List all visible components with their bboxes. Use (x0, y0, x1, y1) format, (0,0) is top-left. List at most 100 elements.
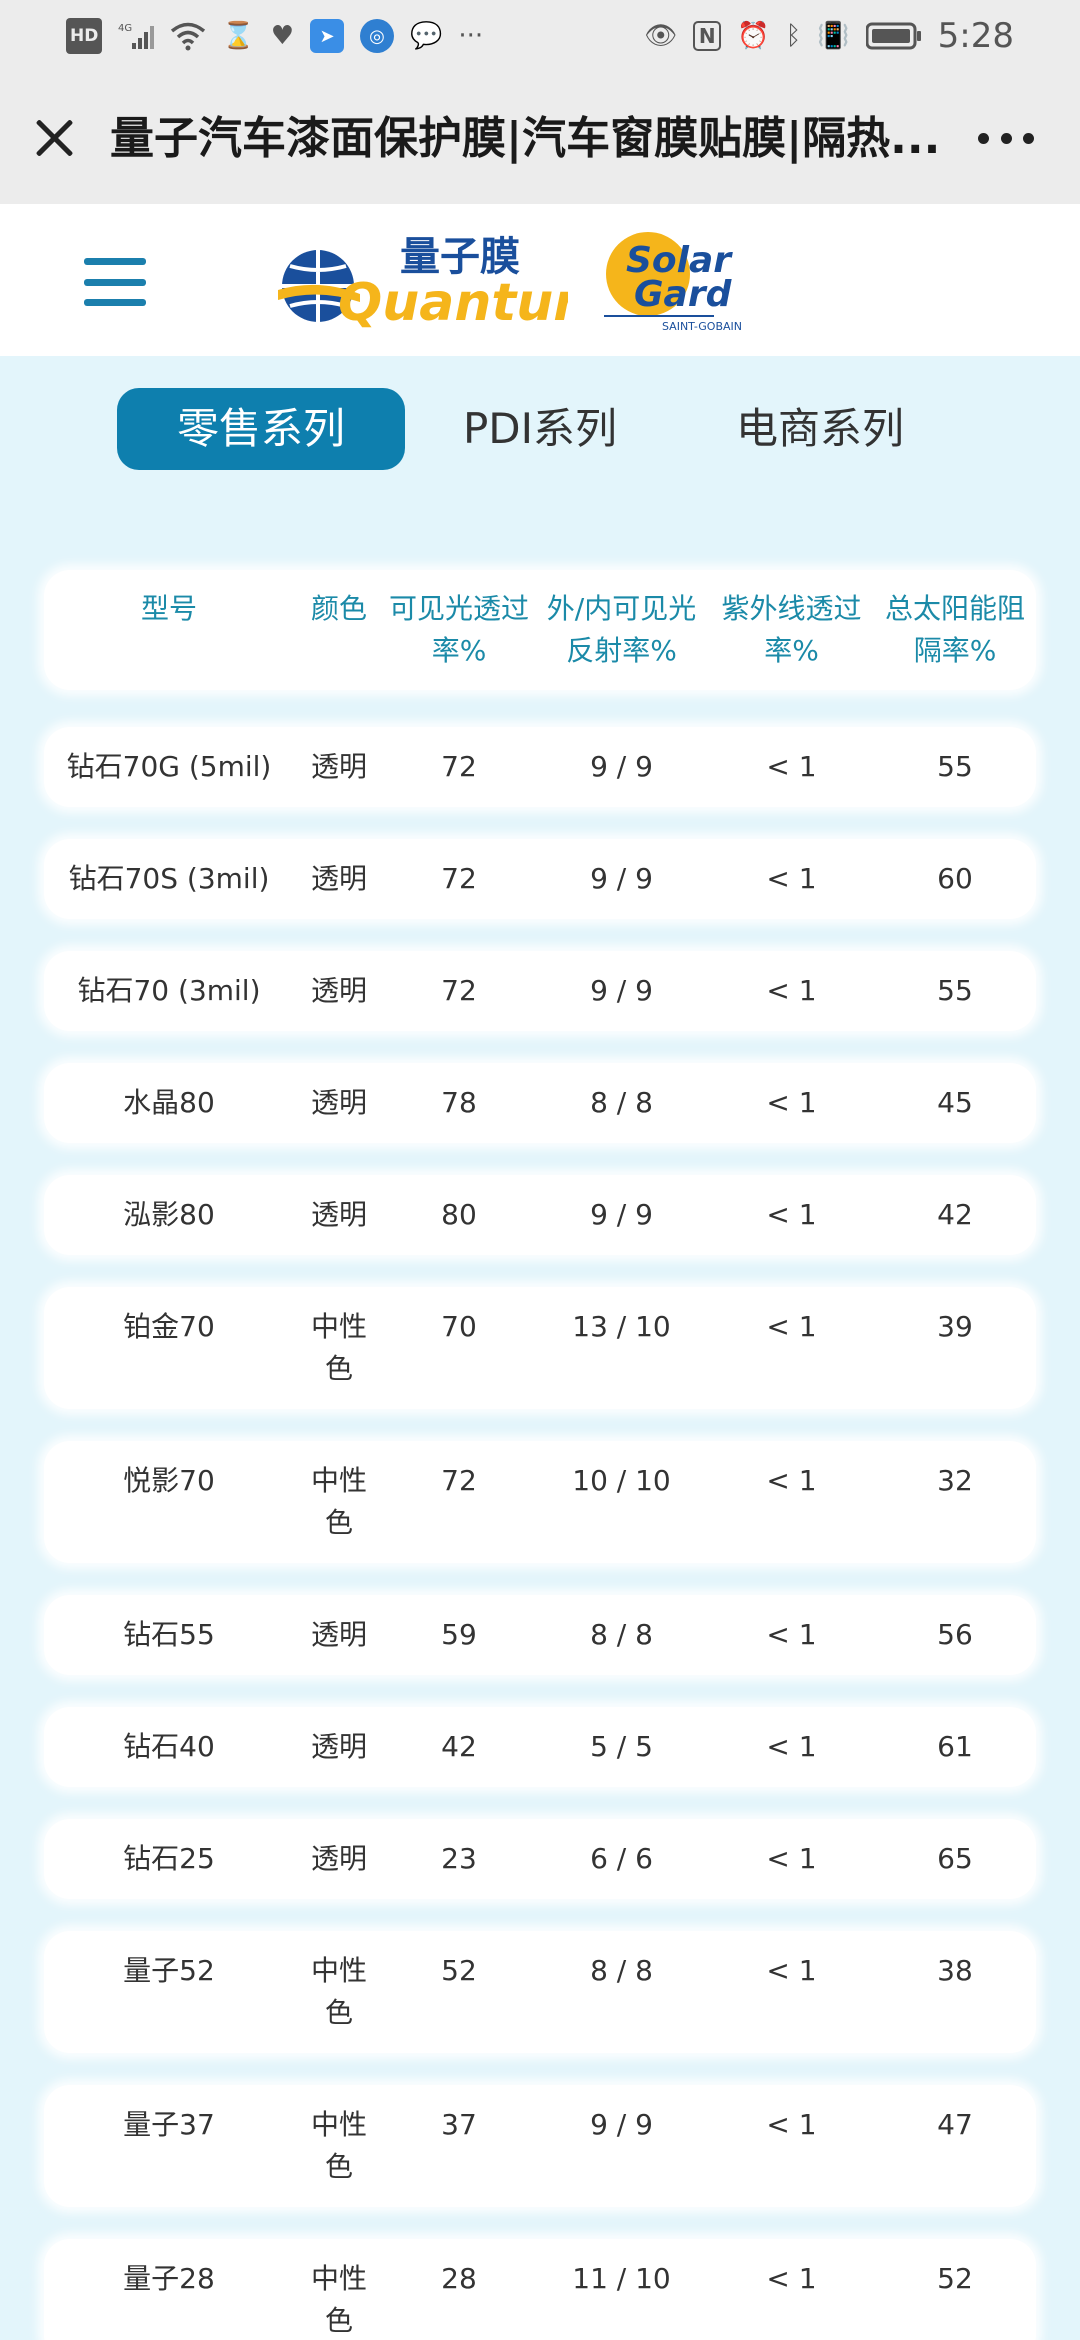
brand-solar-sub: SAINT-GOBAIN (662, 320, 742, 333)
table-row: 量子52 中性色 52 8 / 8 < 1 38 (44, 1931, 1036, 2053)
header-uv-line: 率% (764, 634, 819, 667)
hourglass-icon: ⌛ (222, 21, 255, 51)
header-model: 型号 (44, 588, 294, 630)
header-uv: 紫外线透过 率% (709, 588, 874, 672)
heart-rate-icon: ♥ (270, 21, 295, 51)
more-options-icon[interactable] (978, 126, 1034, 150)
cell-tser: 65 (937, 1842, 973, 1875)
cell-uv: < 1 (766, 1730, 817, 1763)
cell-color: 透明 (294, 1726, 384, 1768)
tab-ecommerce-series[interactable]: 电商系列 (735, 404, 904, 453)
status-bar: HD 4G ⌛ ♥ ➤ ◎ 💬 ··· 👁 N ⏰ (0, 0, 1080, 72)
cell-vlt: 37 (441, 2108, 477, 2141)
cell-reflectance: 10 / 10 (572, 1464, 671, 1497)
cell-reflectance: 9 / 9 (590, 974, 653, 1007)
cell-model: 钻石40 (123, 1730, 215, 1763)
tab-pdi-series[interactable]: PDI系列 (462, 404, 618, 453)
table-row: 钻石40 透明 42 5 / 5 < 1 61 (44, 1707, 1036, 1787)
table-row: 钻石25 透明 23 6 / 6 < 1 65 (44, 1819, 1036, 1899)
cell-reflectance: 8 / 8 (590, 1618, 653, 1651)
message-icon: 💬 (410, 21, 443, 51)
cell-model: 钻石70 (3mil) (77, 974, 261, 1007)
bluetooth-icon: ᛒ (785, 21, 802, 51)
header-reflectance-line: 外/内可见光 (546, 592, 697, 625)
cell-uv: < 1 (766, 974, 817, 1007)
cell-uv: < 1 (766, 1954, 817, 1987)
cell-uv: < 1 (766, 2108, 817, 2141)
table-header-row: 型号 颜色 可见光透过 率% 外/内可见光 反射率% 紫外线透过 率% 总太阳能阻 隔率% (44, 570, 1036, 690)
cell-color-line: 透明 (310, 1842, 367, 1875)
cell-uv: < 1 (766, 1464, 817, 1497)
brand-quantum-cn: 量子膜 (400, 234, 520, 280)
cell-tser: 42 (937, 1198, 973, 1231)
header-reflectance: 外/内可见光 反射率% (534, 588, 709, 672)
cell-model: 量子37 (123, 2108, 215, 2141)
more-notifications-icon: ··· (458, 21, 484, 51)
cell-color-line: 色 (324, 1996, 353, 2029)
cell-tser: 55 (937, 974, 973, 1007)
table-row: 泓影80 透明 80 9 / 9 < 1 42 (44, 1175, 1036, 1255)
cell-color: 透明 (294, 1838, 384, 1880)
cell-color-line: 中性 (310, 2262, 367, 2295)
cell-uv: < 1 (766, 2262, 817, 2295)
cell-color: 中性色 (294, 2258, 384, 2340)
cell-model: 钻石55 (123, 1618, 215, 1651)
wifi-icon (170, 18, 206, 54)
hd-icon: HD (66, 18, 103, 54)
vibrate-icon: 📳 (817, 21, 850, 51)
table-row: 钻石55 透明 59 8 / 8 < 1 56 (44, 1595, 1036, 1675)
cell-color-line: 中性 (310, 1464, 367, 1497)
cell-uv: < 1 (766, 1086, 817, 1119)
site-header: 量子膜 Quantum Solar Gard SAINT-GOBAIN (0, 204, 1080, 356)
cell-reflectance: 9 / 9 (590, 862, 653, 895)
table-row: 钻石70 (3mil) 透明 72 9 / 9 < 1 55 (44, 951, 1036, 1031)
send-app-icon: ➤ (310, 19, 345, 53)
cell-vlt: 80 (441, 1198, 477, 1231)
close-icon[interactable] (30, 112, 80, 162)
cell-tser: 55 (937, 750, 973, 783)
header-vlt: 可见光透过 率% (384, 588, 534, 672)
cell-model: 钻石70G (5mil) (66, 750, 272, 783)
menu-icon[interactable] (84, 258, 146, 306)
cell-tser: 47 (937, 2108, 973, 2141)
cell-color-line: 色 (324, 1506, 353, 1539)
page-title: 量子汽车漆面保护膜|汽车窗膜贴膜|隔热... (110, 113, 941, 164)
cell-vlt: 72 (441, 974, 477, 1007)
cell-uv: < 1 (766, 1842, 817, 1875)
cell-color-line: 透明 (310, 974, 367, 1007)
cell-uv: < 1 (766, 1310, 817, 1343)
quantum-logo: 量子膜 Quantum (278, 234, 568, 332)
cell-vlt: 59 (441, 1618, 477, 1651)
cell-tser: 61 (937, 1730, 973, 1763)
brand-quantum-en: Quantum (338, 273, 568, 332)
cell-model: 铂金70 (123, 1310, 215, 1343)
cell-vlt: 78 (441, 1086, 477, 1119)
header-tser-line: 总太阳能阻 (884, 592, 1025, 625)
table-row: 量子37 中性色 37 9 / 9 < 1 47 (44, 2085, 1036, 2207)
tab-retail-series[interactable]: 零售系列 (117, 388, 405, 470)
cell-uv: < 1 (766, 862, 817, 895)
cell-tser: 38 (937, 1954, 973, 1987)
cell-color: 透明 (294, 858, 384, 900)
table-row: 水晶80 透明 78 8 / 8 < 1 45 (44, 1063, 1036, 1143)
header-vlt-line: 可见光透过 (388, 592, 529, 625)
header-tser-line: 隔率% (913, 634, 997, 667)
table-row: 铂金70 中性色 70 13 / 10 < 1 39 (44, 1287, 1036, 1409)
cell-tser: 56 (937, 1618, 973, 1651)
cell-color-line: 透明 (310, 862, 367, 895)
cell-model: 钻石25 (123, 1842, 215, 1875)
cell-color: 中性色 (294, 2104, 384, 2188)
battery-icon (865, 18, 922, 54)
cell-uv: < 1 (766, 750, 817, 783)
cell-tser: 32 (937, 1464, 973, 1497)
cell-color-line: 中性 (310, 1310, 367, 1343)
table-row: 钻石70G (5mil) 透明 72 9 / 9 < 1 55 (44, 727, 1036, 807)
cell-model: 量子52 (123, 1954, 215, 1987)
table-row: 悦影70 中性色 72 10 / 10 < 1 32 (44, 1441, 1036, 1563)
clock-time: 5:28 (937, 16, 1014, 56)
cell-vlt: 52 (441, 1954, 477, 1987)
cell-model: 量子28 (123, 2262, 215, 2295)
cell-reflectance: 8 / 8 (590, 1086, 653, 1119)
table-row: 钻石70S (3mil) 透明 72 9 / 9 < 1 60 (44, 839, 1036, 919)
cell-reflectance: 11 / 10 (572, 2262, 671, 2295)
